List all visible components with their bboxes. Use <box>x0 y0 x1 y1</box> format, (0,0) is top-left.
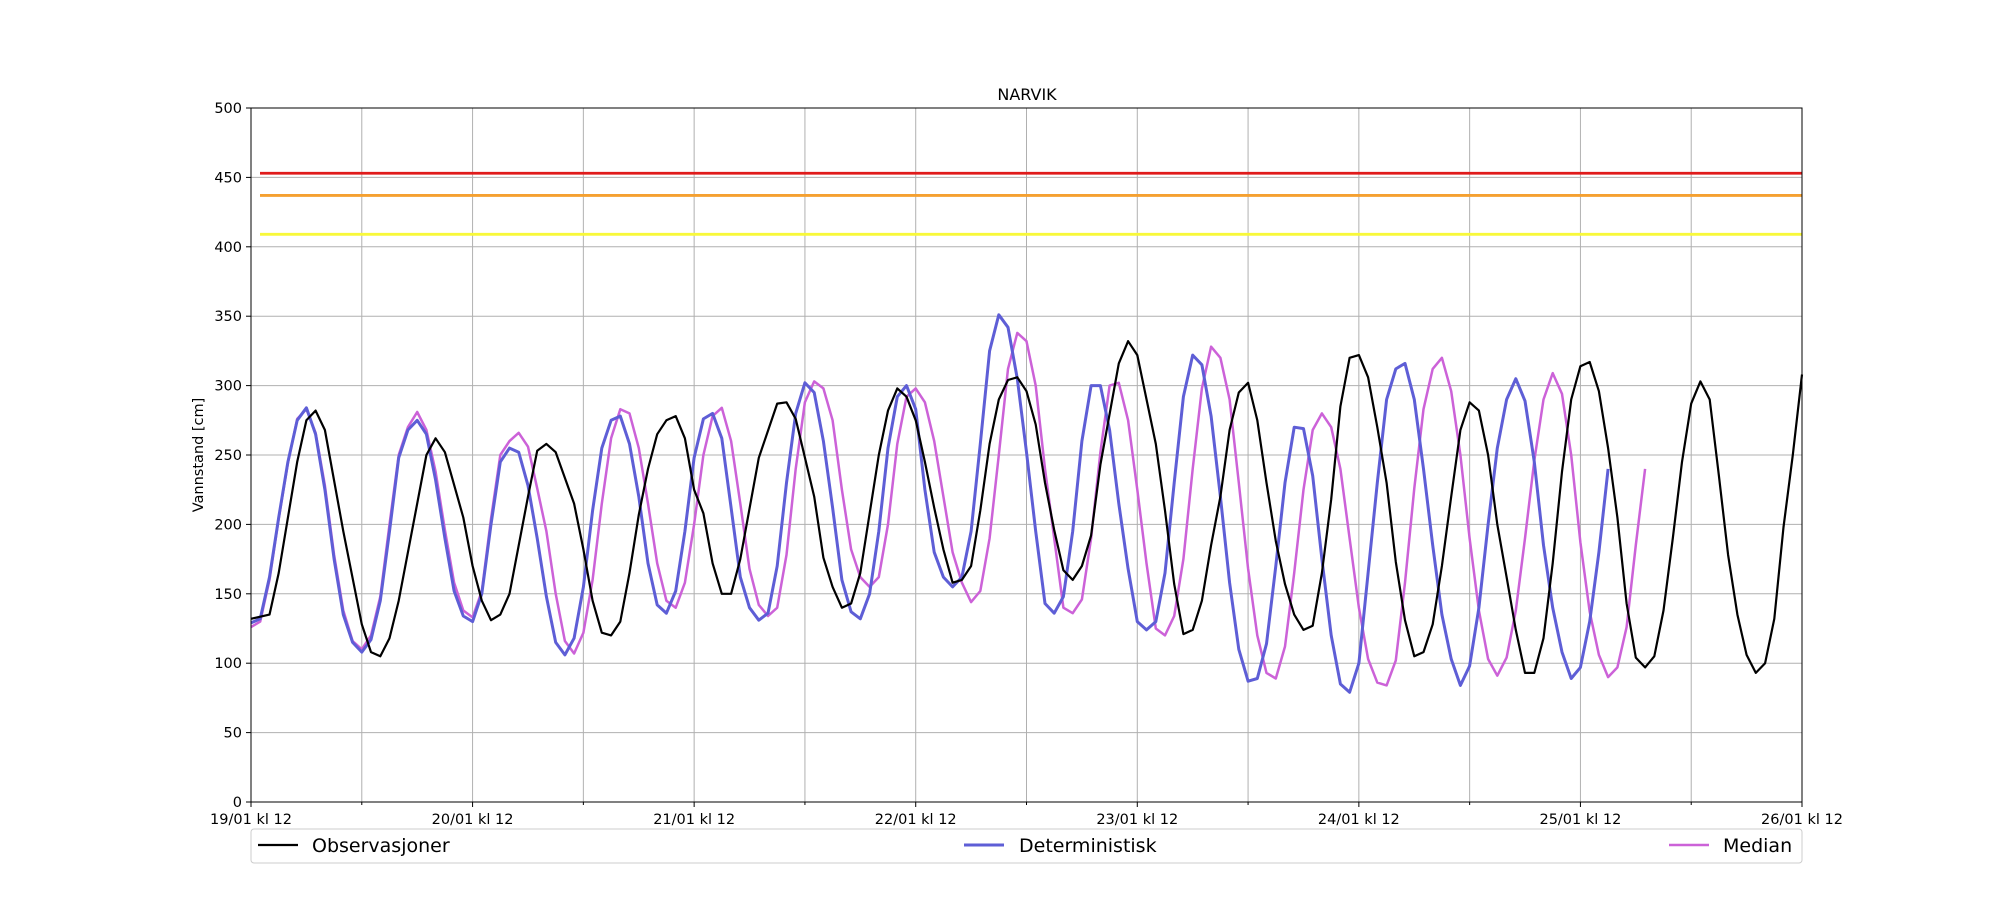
data-series <box>250 313 1804 694</box>
legend-label-observasjoner: Observasjoner <box>312 835 450 857</box>
x-axis-ticks: 19/01 kl 12 20/01 kl 12 21/01 kl 12 22/01 k… <box>210 802 1843 828</box>
y-tick-label: 200 <box>214 517 242 533</box>
y-tick-label: 350 <box>214 309 242 325</box>
y-axis-label: Vannstand [cm] <box>191 398 207 513</box>
y-tick-label: 100 <box>214 656 242 672</box>
y-axis-ticks: 0 50 100 150 200 250 300 350 400 450 500 <box>214 101 251 811</box>
x-tick-label: 22/01 kl 12 <box>875 812 957 828</box>
y-tick-label: 450 <box>214 170 242 186</box>
x-tick-label: 19/01 kl 12 <box>210 812 292 828</box>
legend-label-deterministisk: Deterministisk <box>1019 835 1157 857</box>
x-tick-label: 20/01 kl 12 <box>432 812 514 828</box>
x-tick-label: 23/01 kl 12 <box>1096 812 1178 828</box>
y-tick-label: 0 <box>233 795 242 811</box>
legend-label-median: Median <box>1723 835 1792 857</box>
y-tick-label: 500 <box>214 101 242 117</box>
legend: Observasjoner Deterministisk Median <box>250 828 1803 864</box>
x-tick-label: 24/01 kl 12 <box>1318 812 1400 828</box>
x-tick-label: 26/01 kl 12 <box>1761 812 1843 828</box>
chart-title: NARVIK <box>997 85 1057 104</box>
x-tick-label: 25/01 kl 12 <box>1539 812 1621 828</box>
legend-frame <box>250 828 1803 864</box>
y-tick-label: 50 <box>224 726 242 742</box>
y-tick-label: 250 <box>214 448 242 464</box>
y-tick-label: 150 <box>214 587 242 603</box>
threshold-lines <box>260 171 1802 236</box>
series-line-deterministisk <box>250 313 1610 694</box>
x-tick-label: 21/01 kl 12 <box>653 812 735 828</box>
y-tick-label: 400 <box>214 240 242 256</box>
y-tick-label: 300 <box>214 379 242 395</box>
series-line-observasjoner <box>250 340 1804 675</box>
